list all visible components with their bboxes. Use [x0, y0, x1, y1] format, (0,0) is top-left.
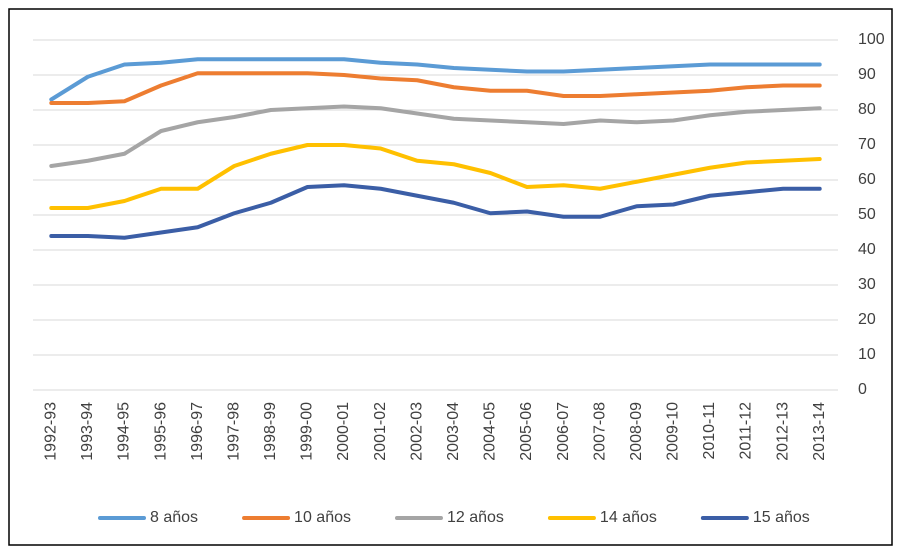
y-tick-label: 80 [858, 101, 876, 118]
x-tick-label: 1996-97 [189, 402, 206, 461]
series-line [49, 104, 822, 168]
legend-label: 10 años [294, 509, 351, 526]
x-tick-label: 1994-95 [116, 402, 133, 461]
x-tick-label: 2000-01 [335, 402, 352, 461]
x-tick-label: 1992-93 [43, 402, 60, 461]
x-tick-label: 2003-04 [445, 402, 462, 461]
legend-label: 8 años [150, 509, 198, 526]
y-tick-label: 20 [858, 311, 876, 328]
series-line [49, 183, 822, 240]
x-tick-label: 2013-14 [811, 402, 828, 461]
series-line [49, 57, 822, 102]
x-tick-label: 1999-00 [299, 402, 316, 461]
frame [8, 8, 893, 546]
legend-label: 12 años [447, 509, 504, 526]
x-tick-label: 2008-09 [628, 402, 645, 461]
y-tick-label: 0 [858, 381, 867, 398]
legend-label: 14 años [600, 509, 657, 526]
y-tick-label: 30 [858, 276, 876, 293]
y-tick-label: 60 [858, 171, 876, 188]
x-tick-label: 1995-96 [152, 402, 169, 461]
x-tick-label: 2006-07 [555, 402, 572, 461]
x-tick-label: 1997-98 [225, 402, 242, 461]
y-tick-label: 10 [858, 346, 876, 363]
legend-label: 15 años [753, 509, 810, 526]
x-tick-label: 2002-03 [408, 402, 425, 461]
y-tick-label: 100 [858, 31, 885, 48]
series-line [49, 143, 822, 210]
x-tick-label: 2012-13 [774, 402, 791, 461]
y-tick-label: 70 [858, 136, 876, 153]
x-tick-label: 2001-02 [372, 402, 389, 461]
x-tick-label: 2007-08 [591, 402, 608, 461]
x-tick-label: 2004-05 [482, 402, 499, 461]
y-tick-label: 90 [858, 66, 876, 83]
series-line [49, 71, 822, 105]
x-tick-label: 2009-10 [665, 402, 682, 461]
x-tick-label: 1998-99 [262, 402, 279, 461]
x-tick-label: 2005-06 [518, 402, 535, 461]
x-tick-label: 1993-94 [79, 402, 96, 461]
x-tick-label: 2010-11 [701, 402, 718, 460]
x-tick-label: 2011-12 [738, 402, 755, 460]
y-tick-label: 50 [858, 206, 876, 223]
y-tick-label: 40 [858, 241, 876, 258]
